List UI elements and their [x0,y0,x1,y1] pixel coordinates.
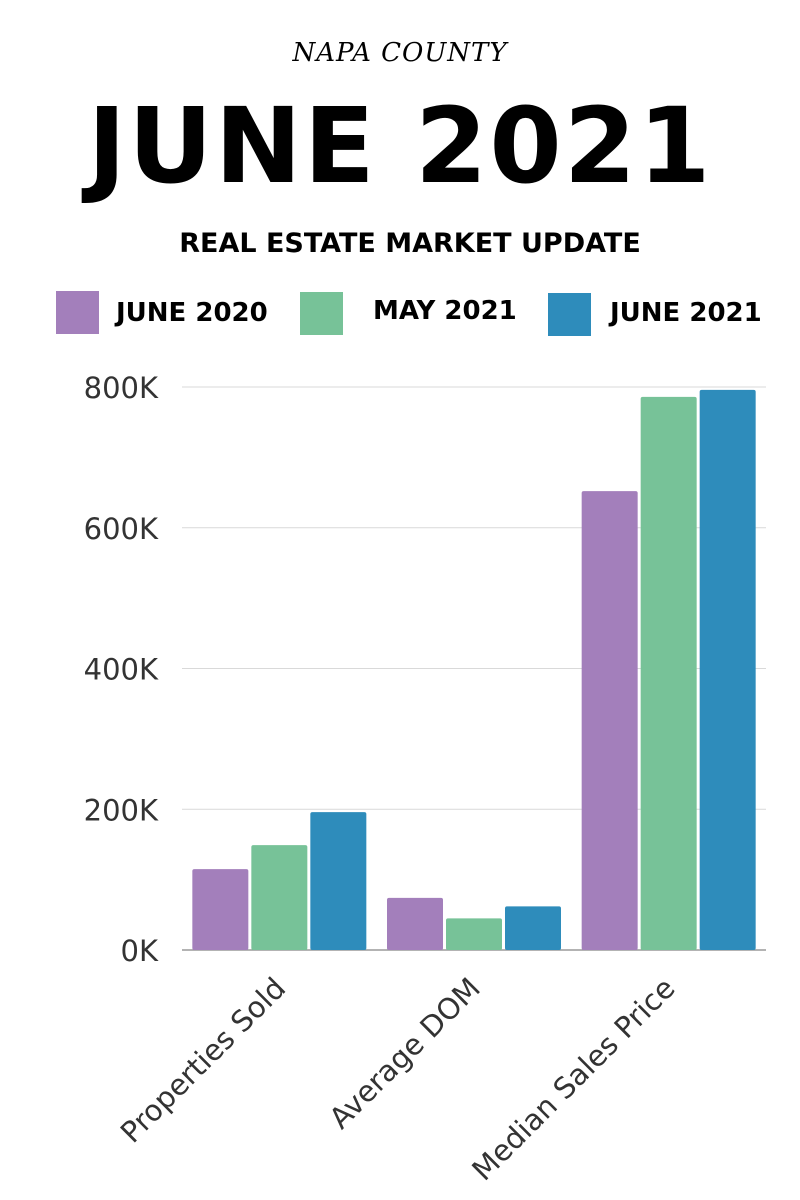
legend-label-june-2021: JUNE 2021 [610,298,762,328]
y-tick-label: 200K [84,793,159,827]
legend-swatch-may-2021 [300,292,343,335]
x-tick-label: Properties Sold [114,971,292,1149]
legend-swatch-june-2020 [56,291,99,334]
page-subtitle: REAL ESTATE MARKET UPDATE [179,228,641,259]
bar-june-2020 [387,897,443,950]
page-title: JUNE 2021 [87,85,713,207]
bar-june-2020 [581,491,638,950]
y-tick-label: 400K [84,653,159,687]
y-tick-label: 800K [84,371,159,405]
x-tick-label: Average DOM [323,971,487,1135]
legend-label-may-2021: MAY 2021 [373,296,517,326]
bar-may-2021 [446,918,502,950]
y-tick-label: 600K [84,512,159,546]
bar-may-2021 [640,396,697,950]
x-tick-label: Median Sales Price [465,971,681,1187]
bar-june-2021 [505,906,561,950]
bar-june-2021 [699,389,756,950]
bar-june-2020 [192,869,249,950]
y-tick-label: 0K [121,934,159,968]
county-label: NAPA COUNTY [292,38,508,68]
bar-june-2021 [310,812,367,950]
legend-swatch-june-2021 [548,293,591,336]
legend-label-june-2020: JUNE 2020 [116,298,268,328]
bar-may-2021 [251,845,308,950]
